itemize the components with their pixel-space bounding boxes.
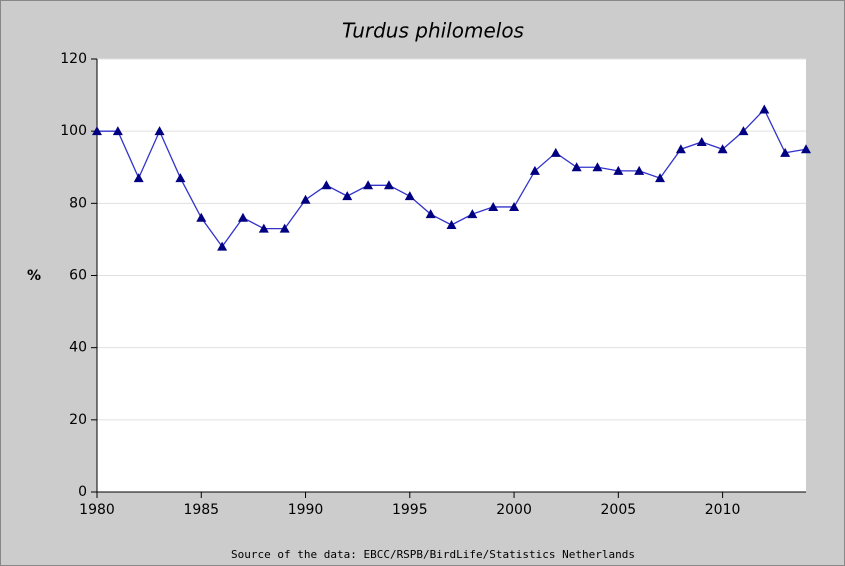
y-tick-label: 100	[60, 123, 87, 139]
data-point	[634, 165, 645, 175]
y-tick-label: 40	[69, 340, 87, 356]
data-point	[759, 104, 770, 114]
chart-title: Turdus philomelos	[342, 19, 524, 43]
data-point	[801, 144, 811, 154]
data-point	[717, 144, 728, 154]
data-point	[488, 201, 499, 211]
data-point	[133, 173, 144, 183]
data-point	[425, 209, 436, 219]
x-tick-label: 2010	[705, 502, 741, 518]
data-point	[175, 173, 186, 183]
data-point	[363, 180, 374, 190]
data-point	[404, 191, 415, 201]
source-note: Source of the data: EBCC/RSPB/BirdLife/S…	[231, 548, 635, 561]
data-point	[446, 219, 457, 229]
y-tick-label: 0	[78, 484, 87, 500]
data-point	[550, 147, 561, 157]
data-point	[112, 126, 123, 136]
data-point	[383, 180, 394, 190]
x-tick-label: 2000	[496, 502, 532, 518]
data-point	[196, 212, 207, 222]
data-point	[509, 201, 520, 211]
data-point	[738, 126, 749, 136]
data-point	[279, 223, 290, 233]
data-point	[258, 223, 269, 233]
data-point	[92, 126, 102, 136]
x-tick-label: 1985	[183, 502, 219, 518]
data-point	[154, 126, 165, 136]
x-tick-label: 1995	[392, 502, 428, 518]
data-point	[237, 212, 248, 222]
data-point	[529, 165, 540, 175]
x-tick-label: 1990	[288, 502, 324, 518]
data-point	[592, 162, 603, 172]
data-point	[342, 191, 353, 201]
data-point	[613, 165, 624, 175]
data-point	[675, 144, 686, 154]
data-point	[300, 194, 311, 204]
data-point	[655, 173, 666, 183]
x-tick-label: 2005	[601, 502, 637, 518]
data-point	[321, 180, 332, 190]
data-point	[217, 241, 228, 251]
data-point	[571, 162, 582, 172]
y-tick-label: 80	[69, 195, 87, 211]
y-tick-label: 120	[60, 51, 87, 67]
data-point	[696, 136, 707, 146]
y-tick-label: 20	[69, 412, 87, 428]
data-point	[467, 209, 478, 219]
y-axis-label: %	[27, 268, 41, 284]
x-tick-label: 1980	[79, 502, 115, 518]
y-tick-label: 60	[69, 268, 87, 284]
data-point	[780, 147, 791, 157]
